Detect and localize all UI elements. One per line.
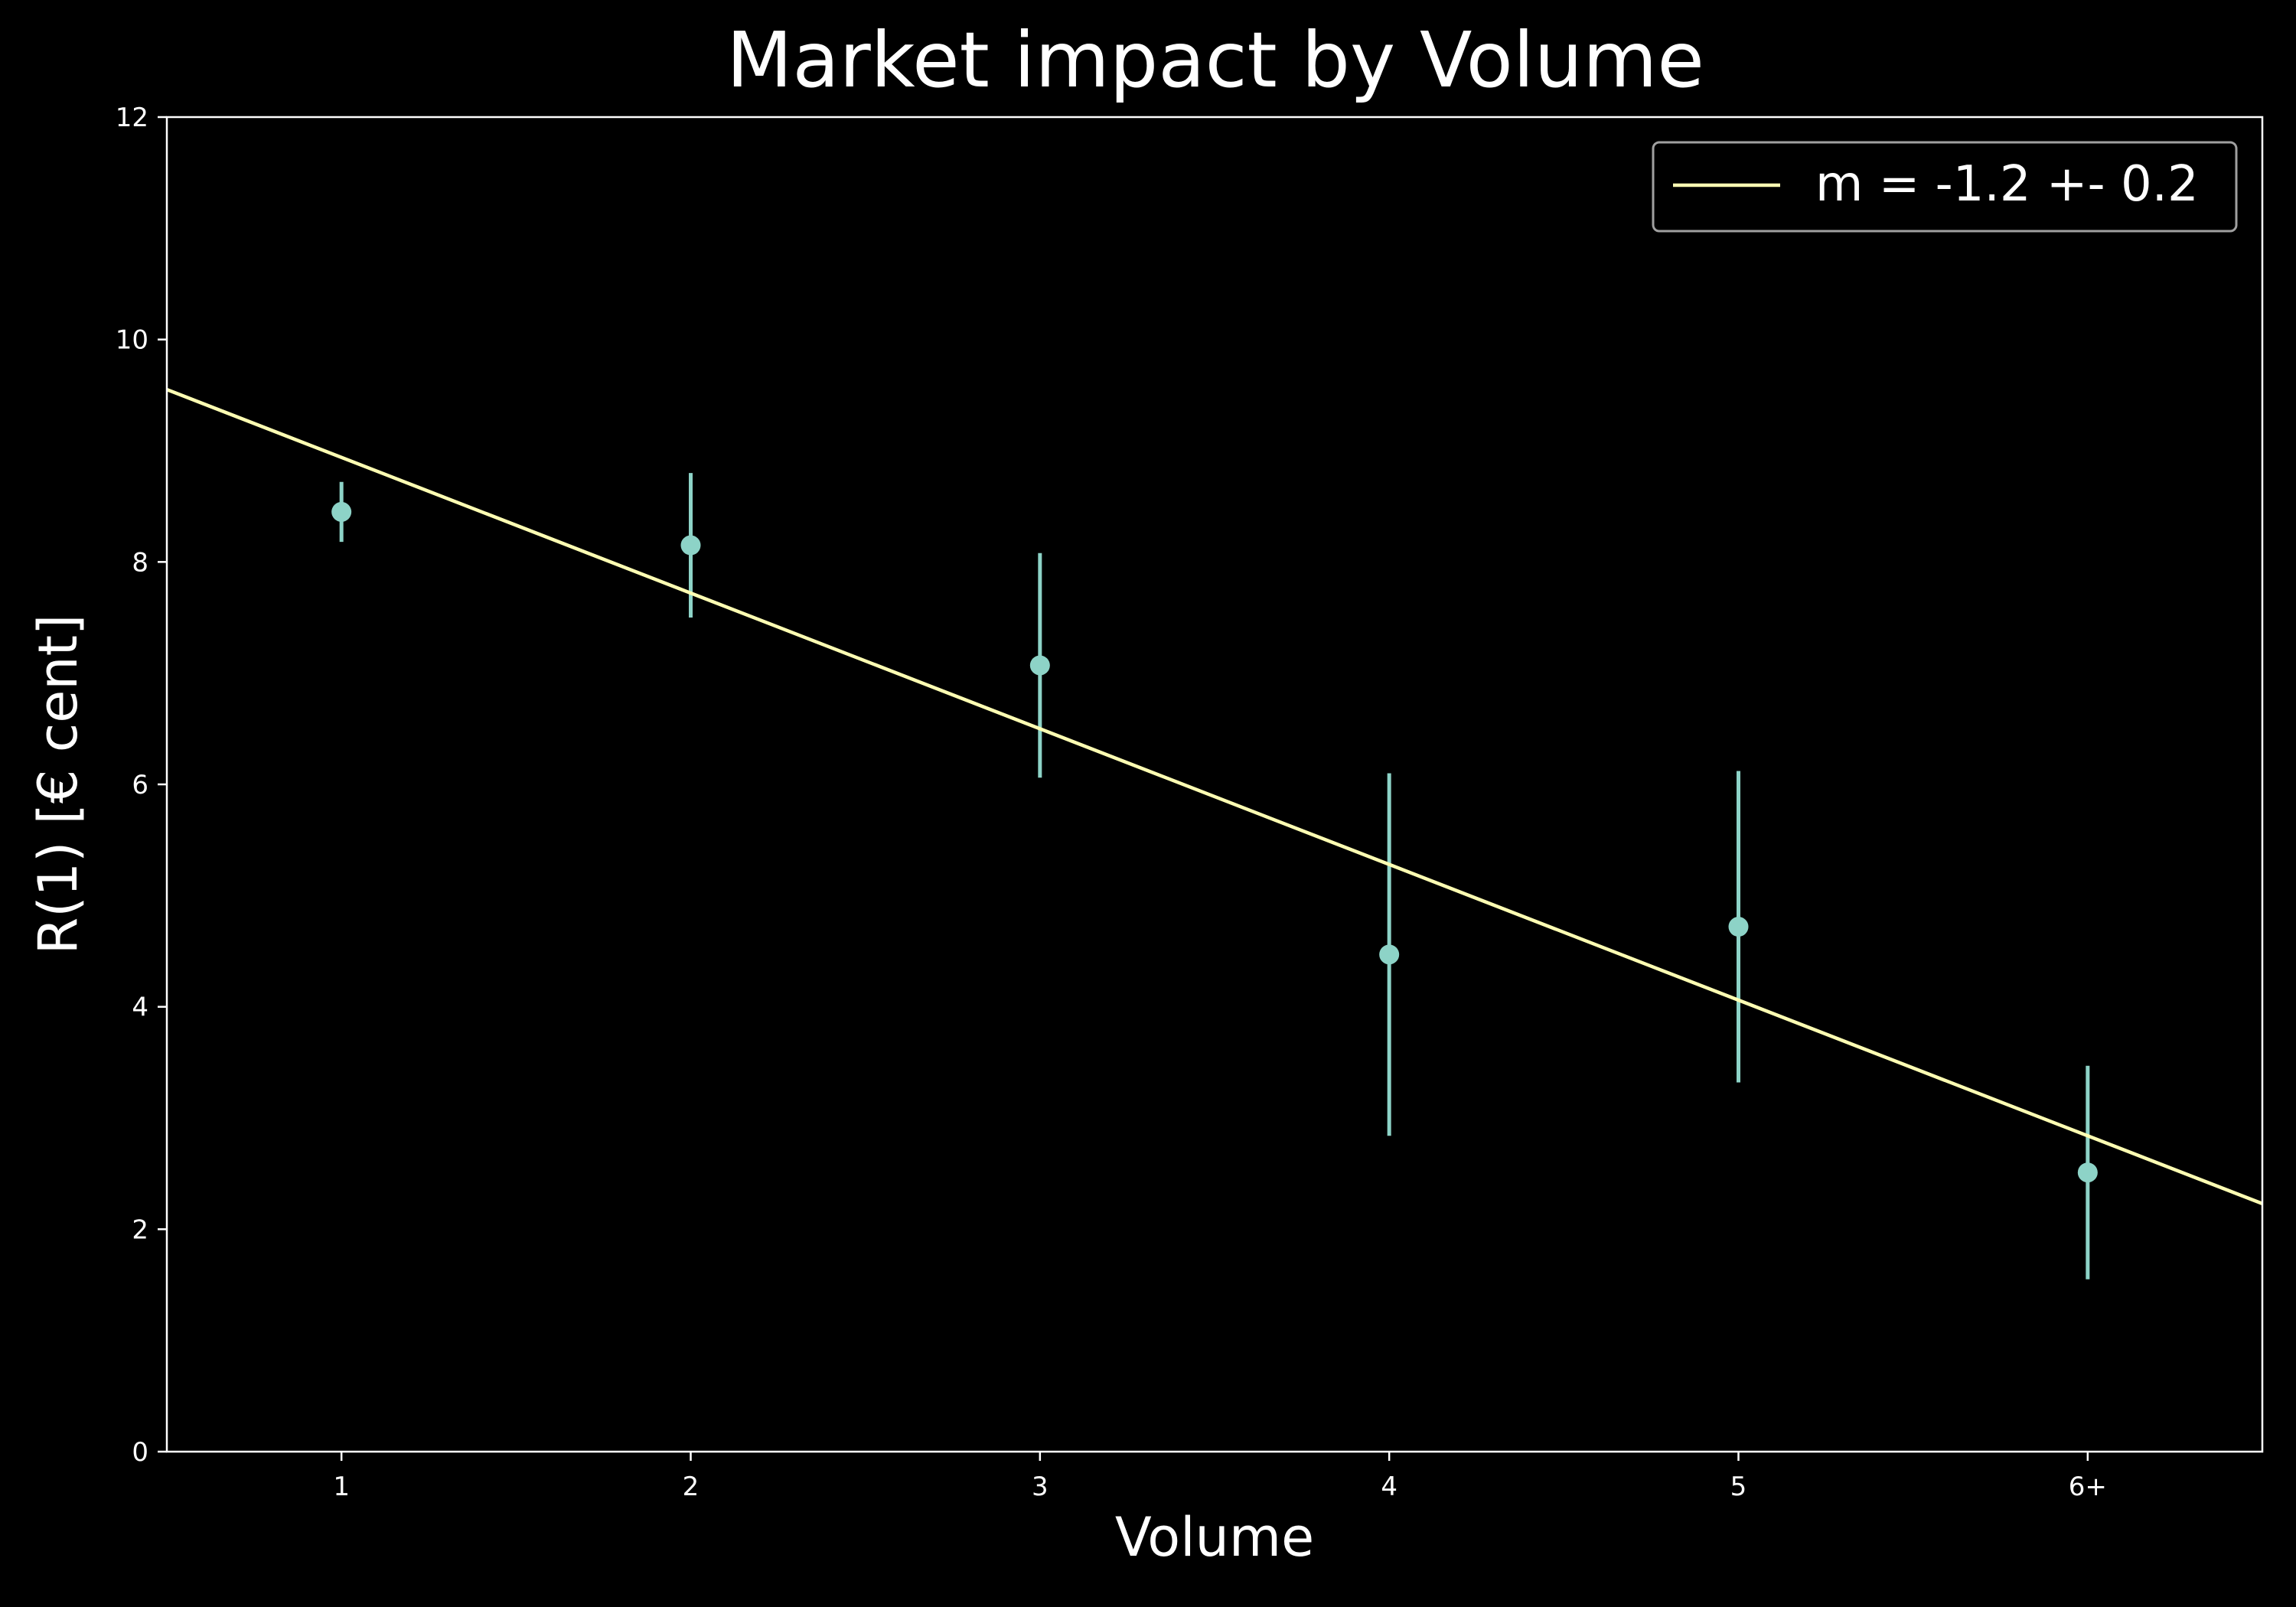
plot-frame (165, 116, 2264, 1453)
x-axis-label: Volume (1115, 1506, 1314, 1569)
x-tick-label: 4 (1381, 1472, 1397, 1502)
y-tick-label: 12 (116, 103, 148, 133)
legend-label-fit-line: m = -1.2 +- 0.2 (1815, 156, 2199, 213)
data-point-6 (2077, 1162, 2098, 1183)
data-point-2 (680, 535, 701, 556)
legend: m = -1.2 +- 0.2 (1652, 141, 2238, 233)
x-tick-label: 5 (1730, 1472, 1747, 1502)
y-tick-label: 10 (116, 325, 148, 356)
y-tick-label: 8 (132, 547, 148, 578)
data-point-5 (1728, 917, 1749, 937)
legend-box (1652, 141, 2238, 233)
plot-content (166, 387, 2263, 1279)
y-tick-label: 0 (132, 1437, 148, 1468)
y-axis-ticks: 0 2 4 6 8 10 12 (116, 103, 167, 1468)
x-tick-label: 1 (333, 1472, 350, 1502)
x-axis-ticks: 1 2 3 4 5 6+ (333, 1452, 2107, 1502)
data-point-3 (1029, 655, 1050, 676)
data-point-4 (1379, 944, 1400, 965)
y-tick-label: 6 (132, 770, 148, 800)
y-tick-label: 4 (132, 993, 148, 1023)
y-axis-label: R(1) [€ cent] (27, 614, 90, 955)
y-tick-label: 2 (132, 1214, 148, 1245)
data-point-1 (331, 501, 352, 522)
fit-line (166, 387, 2263, 1206)
x-tick-label: 3 (1032, 1472, 1049, 1502)
x-tick-label: 2 (683, 1472, 700, 1502)
x-tick-label: 6+ (2069, 1472, 2107, 1502)
chart-title: Market impact by Volume (726, 15, 1704, 105)
